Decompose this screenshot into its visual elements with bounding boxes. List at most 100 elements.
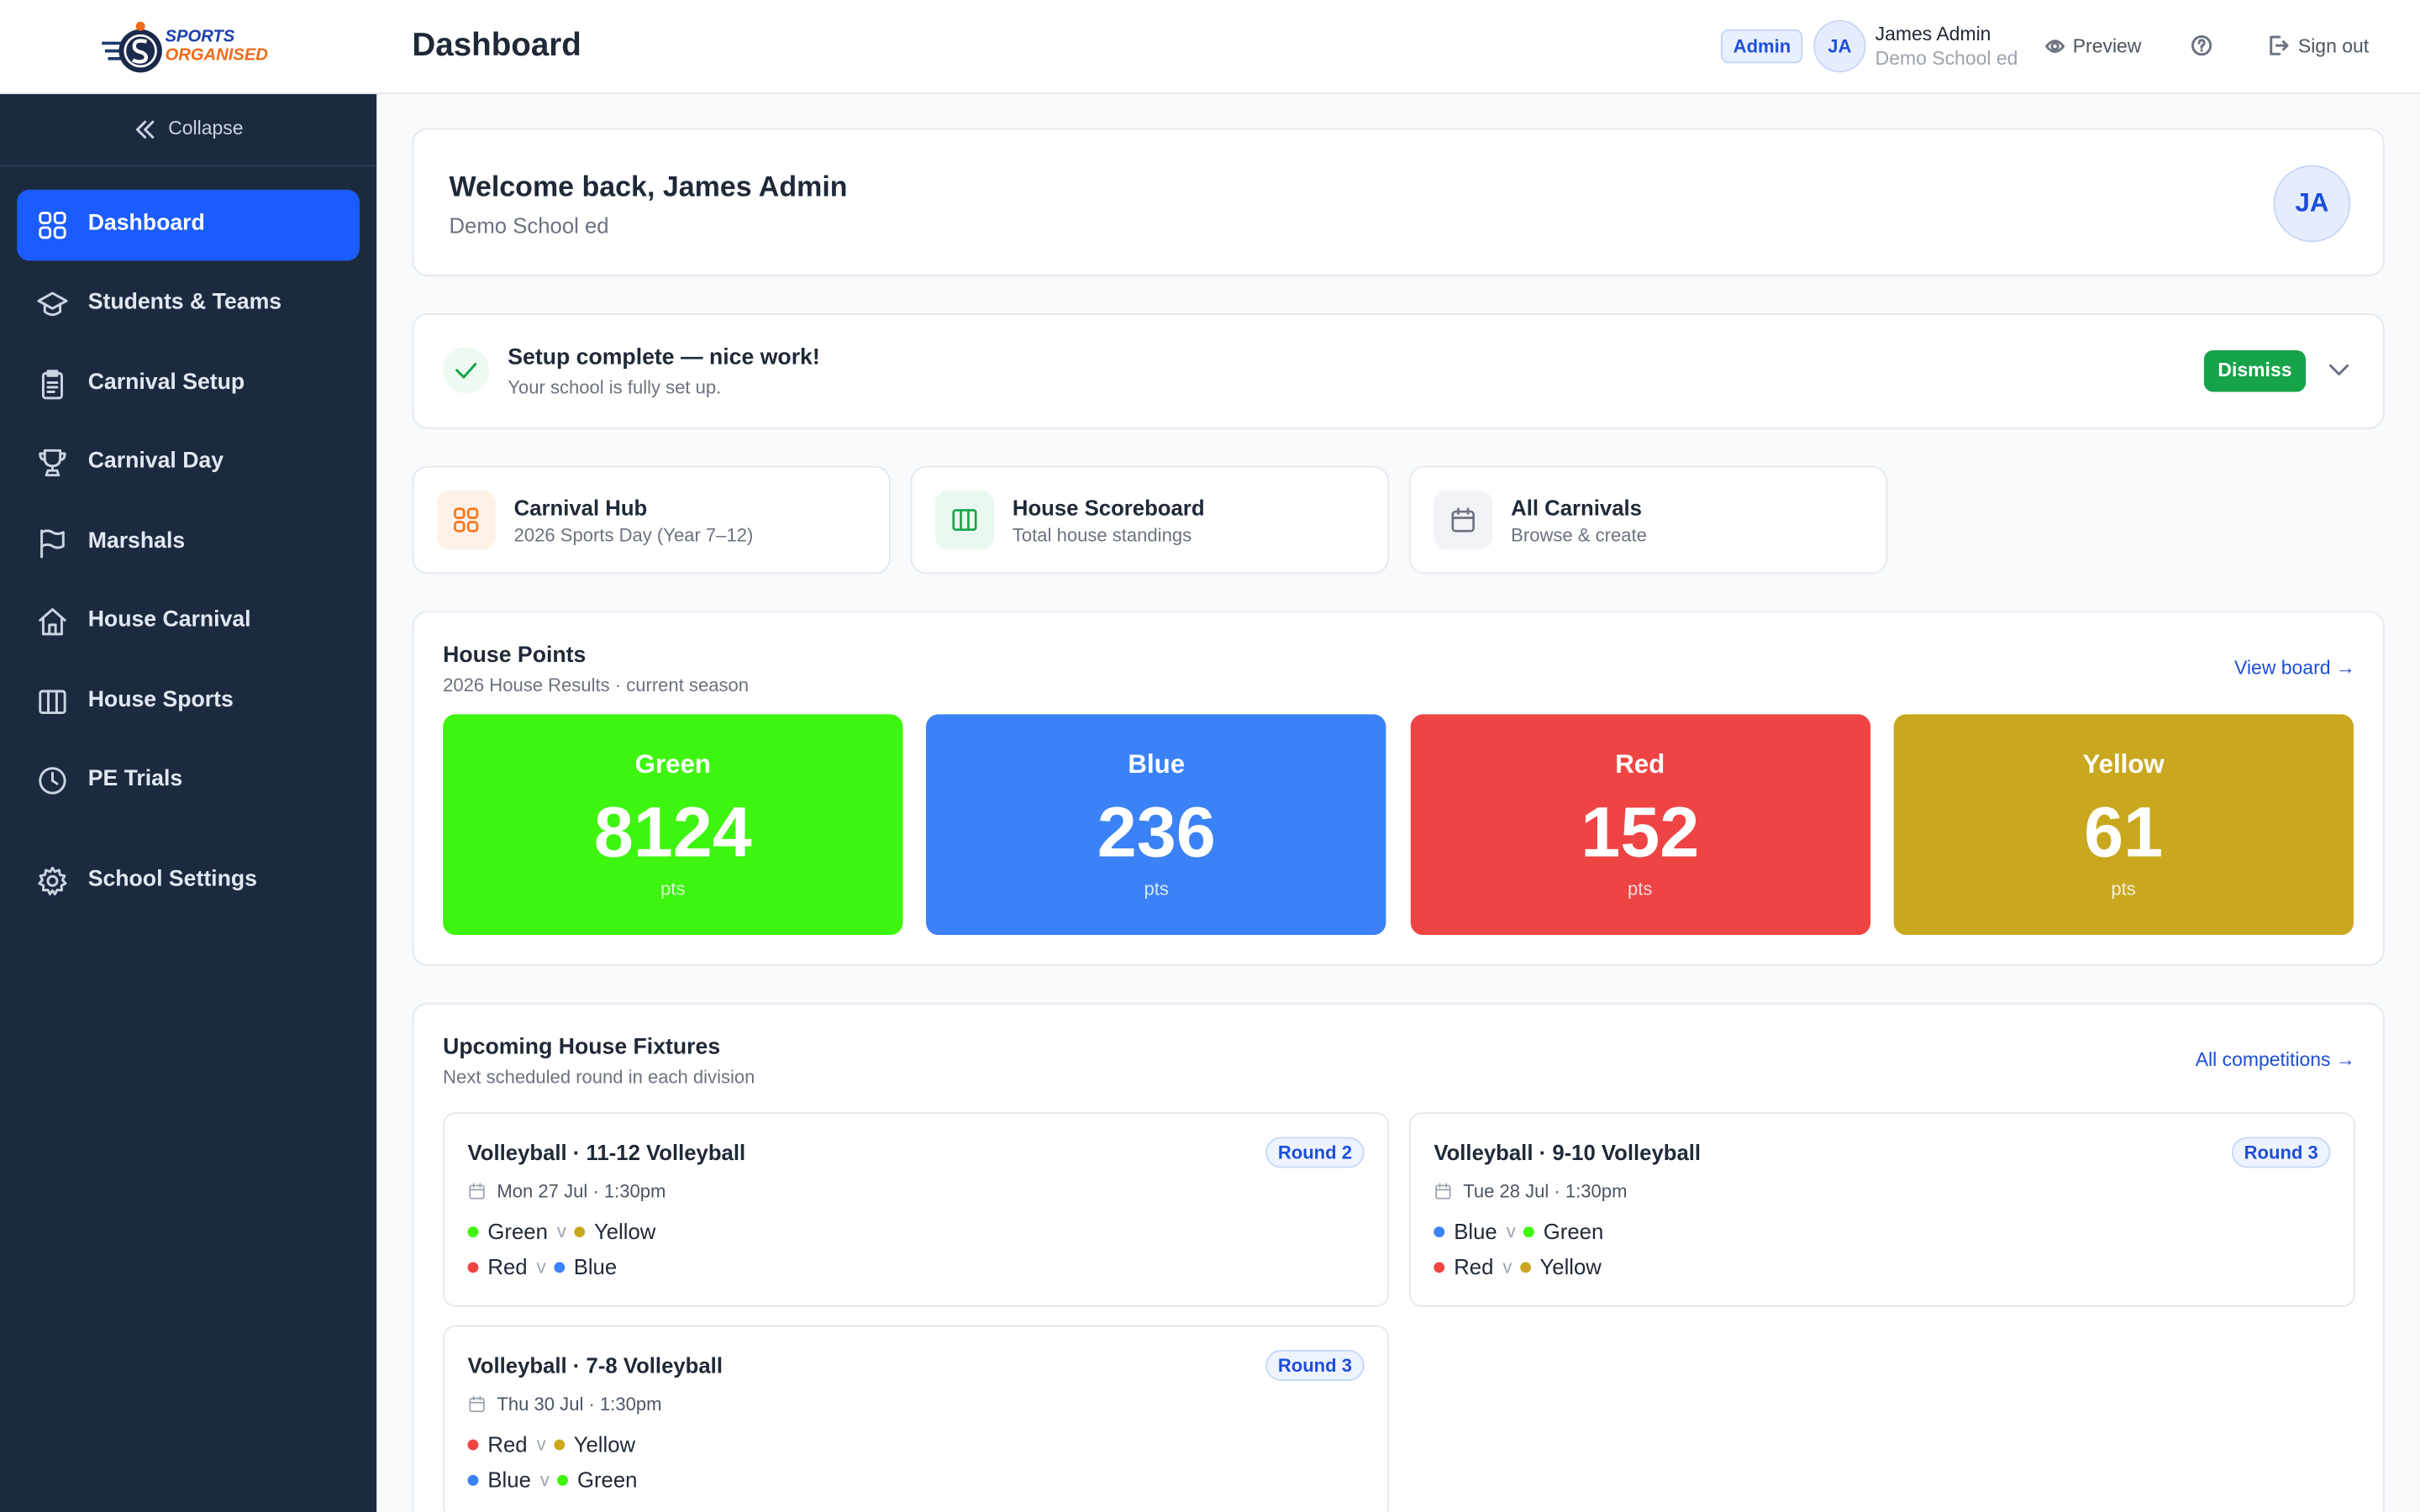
team-dot [467, 1226, 479, 1238]
team-name: Yellow [573, 1431, 636, 1457]
team-dot [1434, 1226, 1445, 1238]
quick-link-icon [1449, 506, 1477, 533]
setup-subtitle: Your school is fully set up. [508, 376, 722, 398]
quick-link-icon [950, 506, 978, 533]
versus: v [556, 1220, 566, 1242]
round-badge: Round 3 [1265, 1350, 1365, 1381]
sidebar-divider [0, 165, 377, 167]
house-points-subtitle: 2026 House Results · current season [443, 674, 750, 696]
team-name: Blue [1454, 1219, 1497, 1244]
sign-out-button[interactable]: Sign out [2297, 35, 2370, 57]
nav-item[interactable]: Dashboard [87, 211, 205, 237]
nav-icon [37, 606, 68, 638]
team-name: Green [576, 1467, 638, 1493]
nav-item[interactable]: PE Trials [87, 766, 183, 792]
fixture-card [443, 1112, 1390, 1307]
team-dot [553, 1262, 565, 1273]
nav-icon [37, 288, 68, 319]
nav-item[interactable]: School Settings [87, 867, 257, 892]
versus: v [539, 1468, 550, 1491]
house-points: 152 [1581, 791, 1700, 872]
logo-mark [102, 21, 162, 73]
welcome-subtitle: Demo School ed [449, 213, 609, 238]
fixtures-title: Upcoming House Fixtures [443, 1035, 721, 1060]
fixture-card [1408, 1112, 2355, 1307]
collapse-icon [135, 120, 155, 139]
nav-item[interactable]: Students & Teams [87, 290, 282, 315]
house-name: Green [634, 749, 711, 780]
quick-link-icon-bg [935, 491, 994, 549]
nav-item[interactable]: Carnival Setup [87, 370, 245, 396]
user-name: James Admin [1875, 23, 1991, 45]
team-name: Red [487, 1431, 528, 1457]
fixture-time: Thu 30 Jul · 1:30pm [497, 1393, 662, 1415]
house-name: Yellow [2082, 749, 2165, 780]
team-dot [1523, 1226, 1534, 1238]
sidebar [0, 94, 377, 1512]
nav-item[interactable]: Marshals [87, 529, 186, 554]
team-name: Yellow [1539, 1254, 1602, 1279]
house-points-unit: pts [1627, 878, 1653, 900]
fixtures-subtitle: Next scheduled round in each division [443, 1066, 755, 1088]
quick-link-title: Carnival Hub [513, 495, 648, 520]
team-name: Red [487, 1254, 528, 1279]
house-tile [926, 714, 1386, 936]
nav-icon [37, 686, 68, 717]
team-name: Green [487, 1219, 548, 1244]
page-title: Dashboard [412, 28, 581, 64]
house-name: Red [1615, 749, 1665, 780]
quick-link-title: House Scoreboard [1012, 495, 1205, 520]
house-points-unit: pts [1144, 878, 1169, 900]
fixture-title: Volleyball · 9-10 Volleyball [1434, 1140, 1702, 1165]
team-dot [467, 1474, 479, 1486]
preview-icon [2045, 39, 2065, 53]
quick-link-icon [452, 506, 480, 533]
role-badge: Admin [1720, 29, 1803, 64]
sign-out-icon [2270, 35, 2289, 55]
quick-link-subtitle: Total house standings [1012, 524, 1192, 547]
fixture-title: Volleyball · 11-12 Volleyball [467, 1140, 746, 1165]
house-points-unit: pts [660, 878, 686, 900]
welcome-title: Welcome back, James Admin [449, 170, 848, 202]
nav-active-bg [17, 189, 360, 261]
expand-chevron[interactable] [2328, 364, 2349, 376]
nav-item[interactable]: House Sports [87, 688, 234, 713]
brand-line-2: ORGANISED [165, 46, 268, 66]
fixture-time: Tue 28 Jul · 1:30pm [1463, 1180, 1628, 1202]
versus: v [536, 1433, 546, 1456]
nav-icon [37, 448, 68, 479]
team-dot [574, 1226, 585, 1238]
team-dot [1519, 1262, 1531, 1273]
team-dot [553, 1439, 565, 1451]
user-school: Demo School ed [1875, 47, 2018, 70]
quick-link-icon-bg [1434, 491, 1493, 549]
house-tile [443, 714, 903, 936]
house-points-title: House Points [443, 643, 587, 669]
house-points: 236 [1097, 791, 1216, 872]
nav-item[interactable]: House Carnival [87, 607, 251, 633]
user-avatar[interactable]: JA [1813, 19, 1866, 73]
fixture-title: Volleyball · 7-8 Volleyball [467, 1352, 723, 1378]
versus: v [536, 1256, 546, 1278]
house-points: 61 [2084, 791, 2164, 872]
nav-icon [37, 528, 68, 559]
nav-item[interactable]: Carnival Day [87, 449, 224, 474]
team-dot [467, 1262, 479, 1273]
help-button[interactable] [2191, 35, 2212, 56]
collapse-button[interactable]: Collapse [168, 117, 244, 139]
versus: v [1502, 1256, 1512, 1278]
house-tile [1893, 714, 2354, 936]
dismiss-button[interactable]: Dismiss [2203, 349, 2307, 392]
setup-title: Setup complete — nice work! [508, 345, 820, 370]
team-dot [557, 1474, 568, 1486]
team-name: Blue [487, 1467, 531, 1493]
all-competitions-link[interactable]: All competitions → [2195, 1048, 2355, 1071]
fixture-card [443, 1325, 1390, 1512]
preview-button[interactable]: Preview [2072, 35, 2142, 57]
view-board-link[interactable]: View board → [2234, 657, 2355, 680]
top-bar [0, 0, 2420, 95]
nav-icon [37, 369, 68, 400]
